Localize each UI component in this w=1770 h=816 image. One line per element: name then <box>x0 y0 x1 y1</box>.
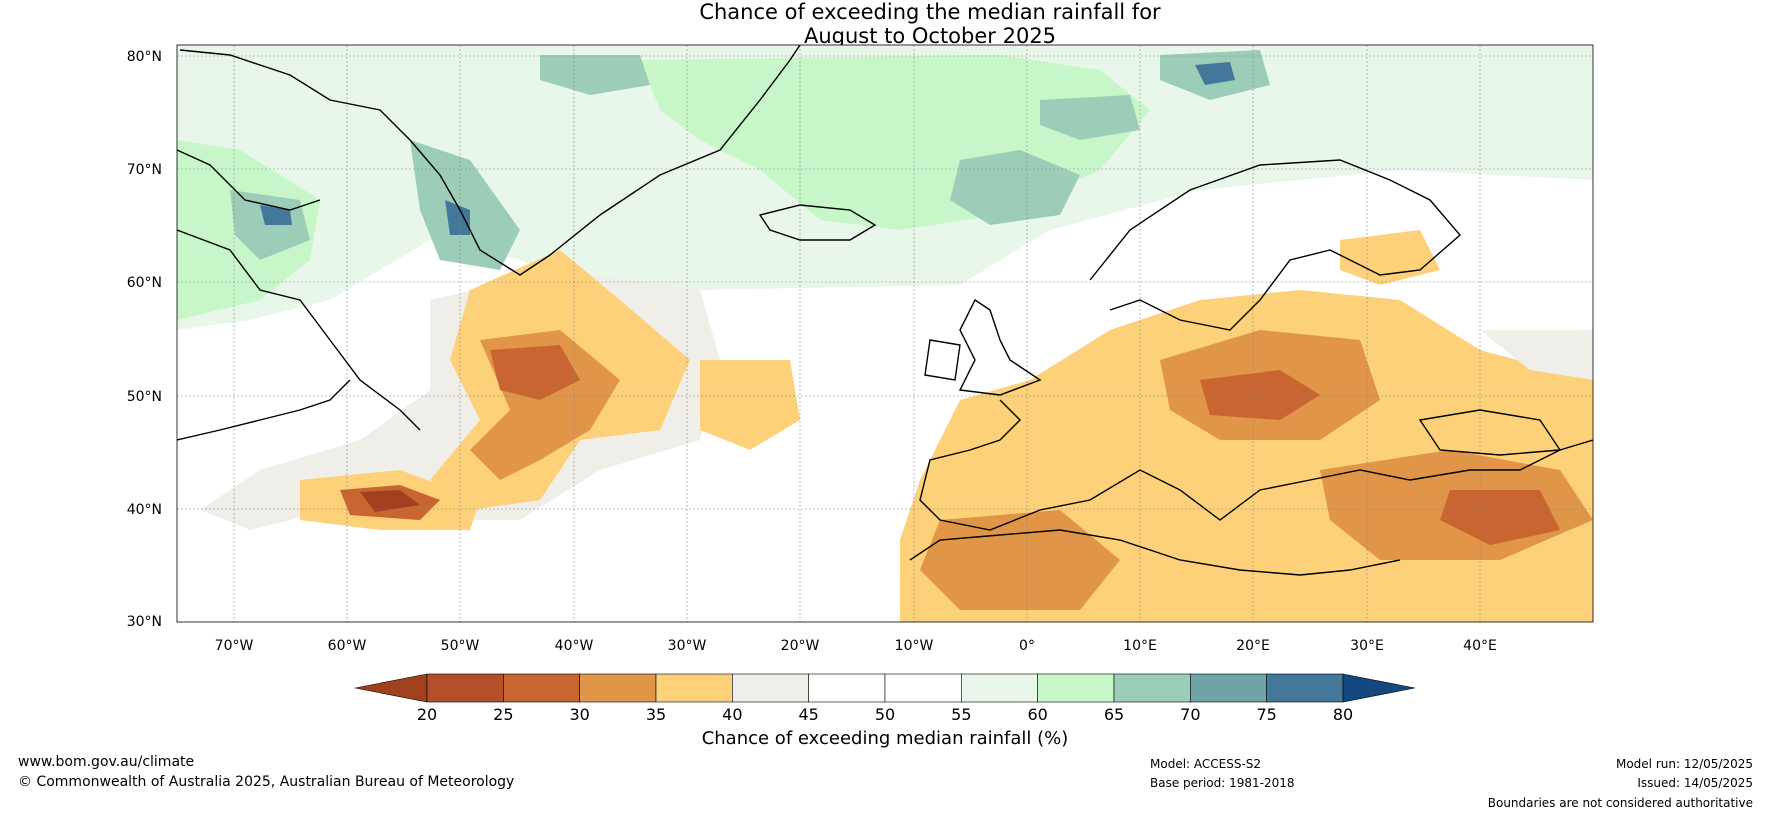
lon-tick-label: 70°W <box>215 638 254 654</box>
colorbar-tick-label: 80 <box>1333 705 1353 724</box>
lat-tick-label: 60°N <box>127 275 162 291</box>
colorbar-segment <box>579 673 657 703</box>
coastline-uk <box>924 298 1042 396</box>
brown-zone-atlantic <box>490 345 580 400</box>
colorbar-segment <box>503 673 580 703</box>
colorbar-tick-label: 70 <box>1180 705 1200 724</box>
colorbar-segment <box>655 673 733 703</box>
footer-disclaimer: Boundaries are not considered authoritat… <box>1487 796 1753 810</box>
brown-zone-east-med <box>1440 490 1560 545</box>
teal-zone-north-1 <box>1040 95 1140 140</box>
coastline-greenland <box>179 45 801 276</box>
orange-zone-midatlantic <box>700 360 800 450</box>
coastline-north-africa <box>909 529 1401 576</box>
colorbar-tick-label: 20 <box>417 705 437 724</box>
lon-tick-label: 10°E <box>1123 638 1157 654</box>
map-title-line2: August to October 2025 <box>803 24 1057 48</box>
teal-zone-north-2 <box>540 55 650 95</box>
lon-tick-label: 20°W <box>781 638 820 654</box>
darkbrown-zone-subtropical <box>360 490 420 512</box>
coastline-labrador <box>177 379 351 441</box>
colorbar-segment <box>884 673 962 703</box>
colorbar-tick-label: 35 <box>646 705 666 724</box>
colorbar-tick-label: 30 <box>569 705 589 724</box>
footer-issued: Issued: 14/05/2025 <box>1637 776 1753 790</box>
coastline-scandinavia <box>1089 159 1461 331</box>
lat-axis: 30°N 40°N 50°N 60°N 70°N 80°N <box>127 49 162 630</box>
coastline-baffin <box>177 149 421 431</box>
blue-zone-baffin <box>260 205 292 225</box>
blue-zone-svalbard <box>1195 62 1235 85</box>
colorbar-tick-label: 45 <box>798 705 818 724</box>
lon-tick-label: 40°E <box>1463 638 1497 654</box>
colorbar-tick-label: 65 <box>1104 705 1124 724</box>
coastline-western-europe <box>919 399 1593 531</box>
rainfall-shading-north <box>177 45 1593 330</box>
lat-tick-label: 40°N <box>127 502 162 518</box>
coastline-iceland <box>758 204 877 241</box>
lon-tick-label: 20°E <box>1236 638 1270 654</box>
darkorange-zone-north-africa <box>920 510 1120 610</box>
colorbar-tick-label: 55 <box>951 705 971 724</box>
brown-zone-central-europe <box>1200 370 1320 420</box>
colorbar-tick-labels: 20 25 30 35 40 45 50 55 60 65 70 75 80 <box>417 705 1353 724</box>
colorbar-segment <box>1113 673 1191 703</box>
colorbar-segment <box>808 673 886 703</box>
beige-zone-east <box>1480 330 1593 380</box>
lon-tick-label: 10°W <box>895 638 934 654</box>
lat-tick-label: 50°N <box>127 389 162 405</box>
footer-model: Model: ACCESS-S2 <box>1150 757 1262 771</box>
lon-tick-label: 0° <box>1019 638 1035 654</box>
coastline-black-sea <box>1418 409 1562 456</box>
lon-tick-label: 40°W <box>555 638 594 654</box>
footer-url: www.bom.gov.au/climate <box>18 754 195 770</box>
lon-tick-label: 30°E <box>1350 638 1384 654</box>
lat-tick-label: 70°N <box>127 162 162 178</box>
lon-tick-label: 60°W <box>328 638 367 654</box>
colorbar-extension-low <box>354 673 428 703</box>
colorbar-segment <box>426 673 504 703</box>
lat-tick-label: 80°N <box>127 49 162 65</box>
blue-zone-greenland-east <box>445 200 470 235</box>
colorbar-tick-label: 40 <box>722 705 742 724</box>
colorbar-title: Chance of exceeding median rainfall (%) <box>702 728 1069 749</box>
lat-tick-label: 30°N <box>127 614 162 630</box>
colorbar-segment <box>1037 673 1115 703</box>
colorbar-segment <box>961 673 1038 703</box>
footer-base-period: Base period: 1981-2018 <box>1150 776 1295 790</box>
map-title-line1: Chance of exceeding the median rainfall … <box>699 0 1161 24</box>
colorbar <box>354 673 1416 703</box>
colorbar-segment <box>1266 673 1344 703</box>
colorbar-extension-high <box>1342 673 1416 703</box>
footer-model-run: Model run: 12/05/2025 <box>1615 757 1753 771</box>
rainfall-shading-dry <box>200 230 1593 622</box>
coastlines <box>177 45 1593 576</box>
colorbar-tick-label: 50 <box>875 705 895 724</box>
map-frame <box>176 44 1594 623</box>
map-area <box>177 45 1593 622</box>
colorbar-tick-label: 60 <box>1027 705 1047 724</box>
footer-copyright: © Commonwealth of Australia 2025, Austra… <box>18 774 515 790</box>
colorbar-tick-label: 25 <box>493 705 513 724</box>
map-title: Chance of exceeding the median rainfall … <box>0 0 1770 48</box>
gridlines <box>177 45 1593 622</box>
colorbar-segment <box>1190 673 1267 703</box>
lon-tick-label: 30°W <box>668 638 707 654</box>
lon-axis: 70°W 60°W 50°W 40°W 30°W 20°W 10°W 0° 10… <box>215 638 1497 654</box>
colorbar-segment <box>732 673 809 703</box>
lon-tick-label: 50°W <box>441 638 480 654</box>
colorbar-tick-label: 75 <box>1256 705 1276 724</box>
